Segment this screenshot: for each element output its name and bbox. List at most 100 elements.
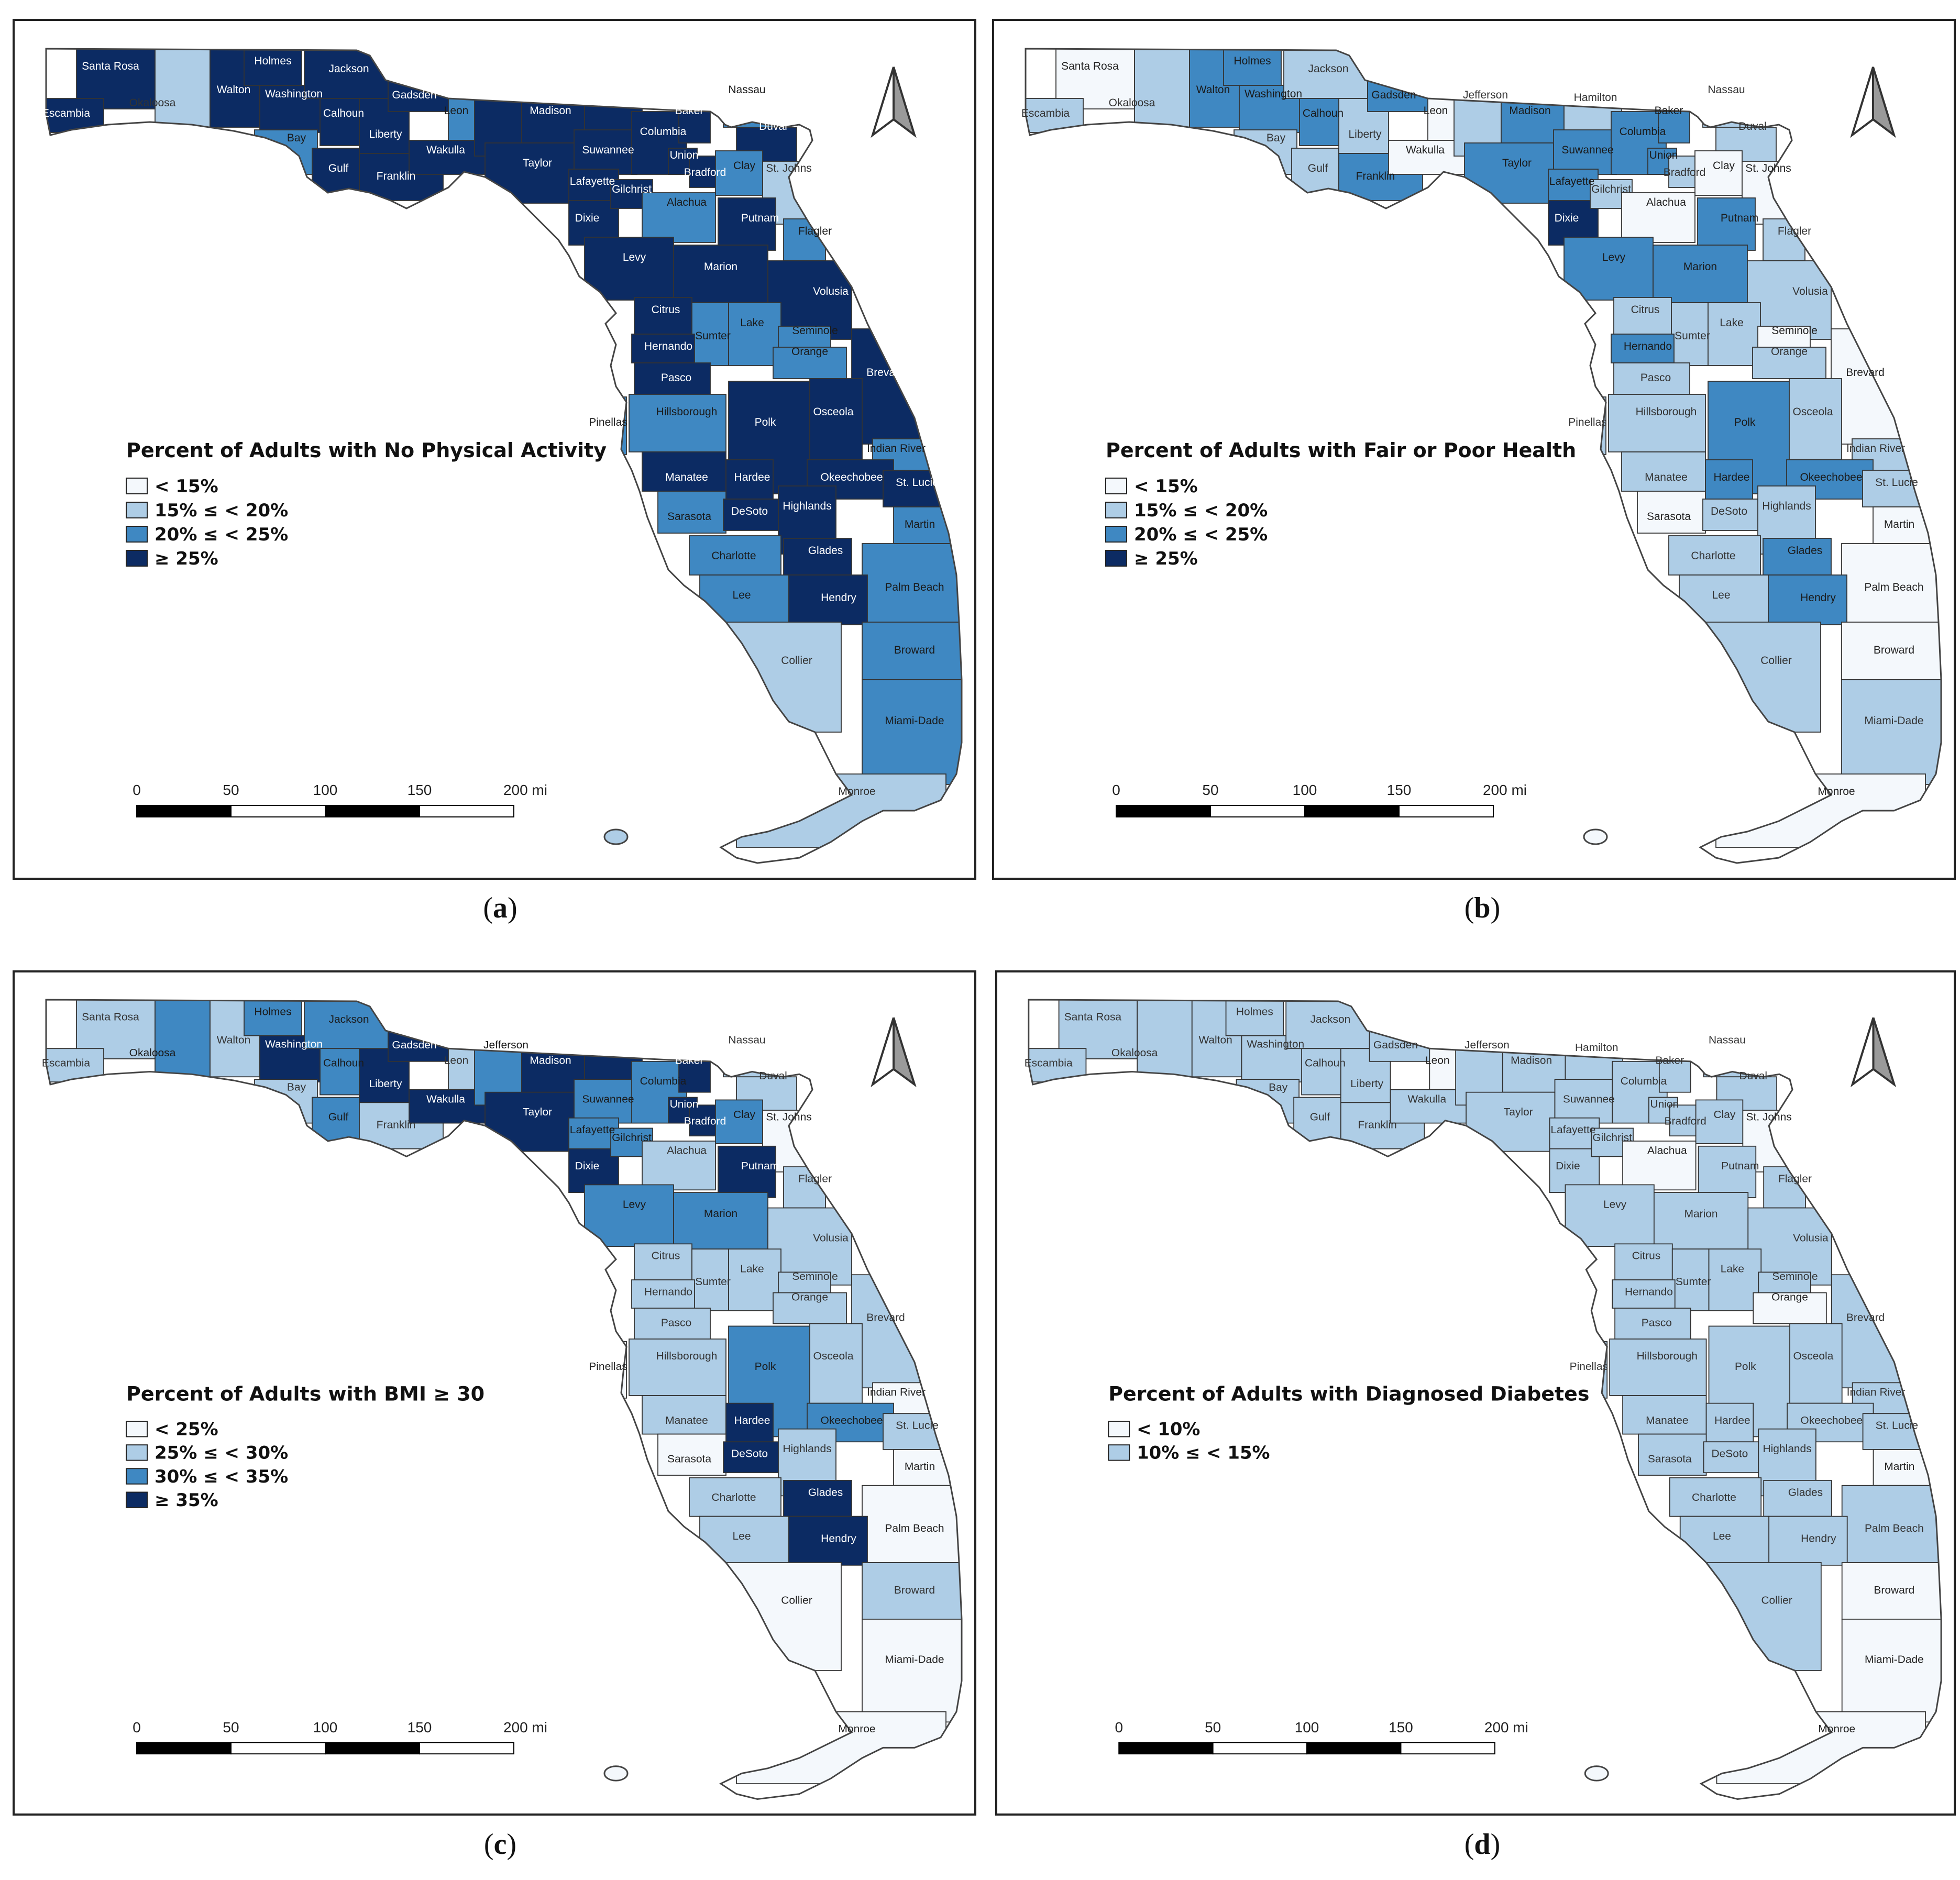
county-label-putnam: Putnam [1721,212,1758,224]
county-pasco[interactable] [1613,362,1690,395]
county-hendry[interactable] [1768,574,1847,625]
county-label-alachua: Alachua [1647,1145,1687,1157]
county-citrus[interactable] [634,1243,692,1280]
county-pasco[interactable] [634,362,711,395]
county-hardee[interactable] [1705,1402,1754,1443]
county-clay[interactable] [1695,1099,1744,1144]
county-broward[interactable] [1841,1562,1942,1620]
county-hernando[interactable] [631,334,695,363]
county-levy[interactable] [584,237,674,301]
county-holmes[interactable] [244,999,302,1036]
county-marion[interactable] [1653,245,1748,303]
county-hernando[interactable] [1612,1279,1676,1309]
county-sarasota[interactable] [657,1433,726,1476]
county-clay[interactable] [1694,150,1743,196]
county-osceola[interactable] [809,378,863,460]
county-charlotte[interactable] [1669,1477,1762,1517]
county-putnam[interactable] [718,1145,776,1198]
county-levy[interactable] [584,1184,674,1247]
county-alachua[interactable] [1622,1141,1697,1191]
county-glades[interactable] [1763,538,1832,576]
county-suwannee[interactable] [574,1079,637,1124]
county-alachua[interactable] [1621,192,1695,243]
county-putnam[interactable] [1697,197,1756,251]
county-citrus[interactable] [634,297,692,335]
county-marion[interactable] [673,245,768,303]
county-suwannee[interactable] [574,129,637,175]
county-desoto[interactable] [723,499,781,531]
county-charlotte[interactable] [1668,535,1761,576]
county-sumter[interactable] [691,1248,729,1311]
scale-segment [1210,805,1305,817]
county-charlotte[interactable] [689,1477,781,1517]
county-glades[interactable] [783,1480,852,1517]
county-okaloosa[interactable] [1137,999,1193,1082]
county-pasco[interactable] [634,1308,711,1340]
county-manatee[interactable] [642,451,726,492]
county-clay[interactable] [715,1099,763,1144]
county-hillsborough[interactable] [1609,1339,1707,1396]
county-miami-dade[interactable] [1841,1619,1942,1723]
county-osceola[interactable] [809,1323,863,1404]
florida-map: Santa Rosa Escambia Okaloosa Walton Holmes Wa… [42,999,963,1800]
county-palm-beach[interactable] [1841,543,1941,623]
county-hardee[interactable] [1705,459,1753,500]
county-hendry[interactable] [1768,1516,1848,1566]
county-okaloosa[interactable] [155,999,211,1082]
county-miami-dade[interactable] [862,1619,962,1723]
county-hendry[interactable] [788,1516,868,1566]
county-holmes[interactable] [244,49,302,86]
county-okaloosa[interactable] [1134,49,1190,133]
county-sumter[interactable] [1671,1248,1710,1311]
county-label-desoto: DeSoto [731,505,768,517]
county-manatee[interactable] [1622,1395,1707,1435]
county-baker[interactable] [678,1060,711,1093]
county-sumter[interactable] [691,302,729,366]
county-orange[interactable] [1752,347,1826,379]
county-label-nassau: Nassau [728,1034,765,1046]
county-glades[interactable] [783,538,852,576]
county-hillsborough[interactable] [629,394,726,452]
county-palm-beach[interactable] [862,543,962,623]
county-holmes[interactable] [1223,49,1282,86]
county-miami-dade[interactable] [1841,679,1941,785]
county-hardee[interactable] [725,459,774,500]
county-palm-beach[interactable] [1841,1485,1942,1563]
county-suwannee[interactable] [1553,129,1617,175]
county-charlotte[interactable] [689,535,781,576]
county-hillsborough[interactable] [1608,394,1706,452]
county-marion[interactable] [1653,1192,1749,1250]
county-orange[interactable] [773,1292,847,1324]
county-lake[interactable] [1708,302,1761,366]
county-label-walton: Walton [1196,84,1230,96]
county-alachua[interactable] [642,192,716,243]
county-label-charlotte: Charlotte [711,1491,756,1503]
county-lake[interactable] [728,1248,781,1311]
county-osceola[interactable] [1789,378,1842,460]
county-marion[interactable] [673,1192,768,1250]
county-lake[interactable] [1708,1248,1762,1311]
county-miami-dade[interactable] [862,679,962,785]
county-broward[interactable] [862,622,962,680]
county-glades[interactable] [1763,1480,1832,1517]
county-baker[interactable] [678,111,711,143]
county-hendry[interactable] [788,574,868,625]
county-pasco[interactable] [1614,1308,1691,1340]
county-lake[interactable] [728,302,781,366]
county-sarasota[interactable] [657,491,726,534]
county-citrus[interactable] [1613,297,1672,335]
county-sumter[interactable] [1671,302,1709,366]
county-alachua[interactable] [642,1141,716,1191]
county-manatee[interactable] [1621,451,1706,492]
county-hillsborough[interactable] [629,1339,726,1396]
county-citrus[interactable] [1614,1243,1673,1280]
county-okaloosa[interactable] [155,49,211,133]
county-baker[interactable] [1658,111,1690,143]
county-label-nassau: Nassau [1708,84,1745,96]
county-broward[interactable] [862,1562,962,1620]
county-sarasota[interactable] [1637,491,1706,534]
county-osceola[interactable] [1789,1323,1843,1404]
county-putnam[interactable] [1698,1145,1757,1198]
county-putnam[interactable] [718,197,776,251]
county-hardee[interactable] [725,1402,774,1443]
